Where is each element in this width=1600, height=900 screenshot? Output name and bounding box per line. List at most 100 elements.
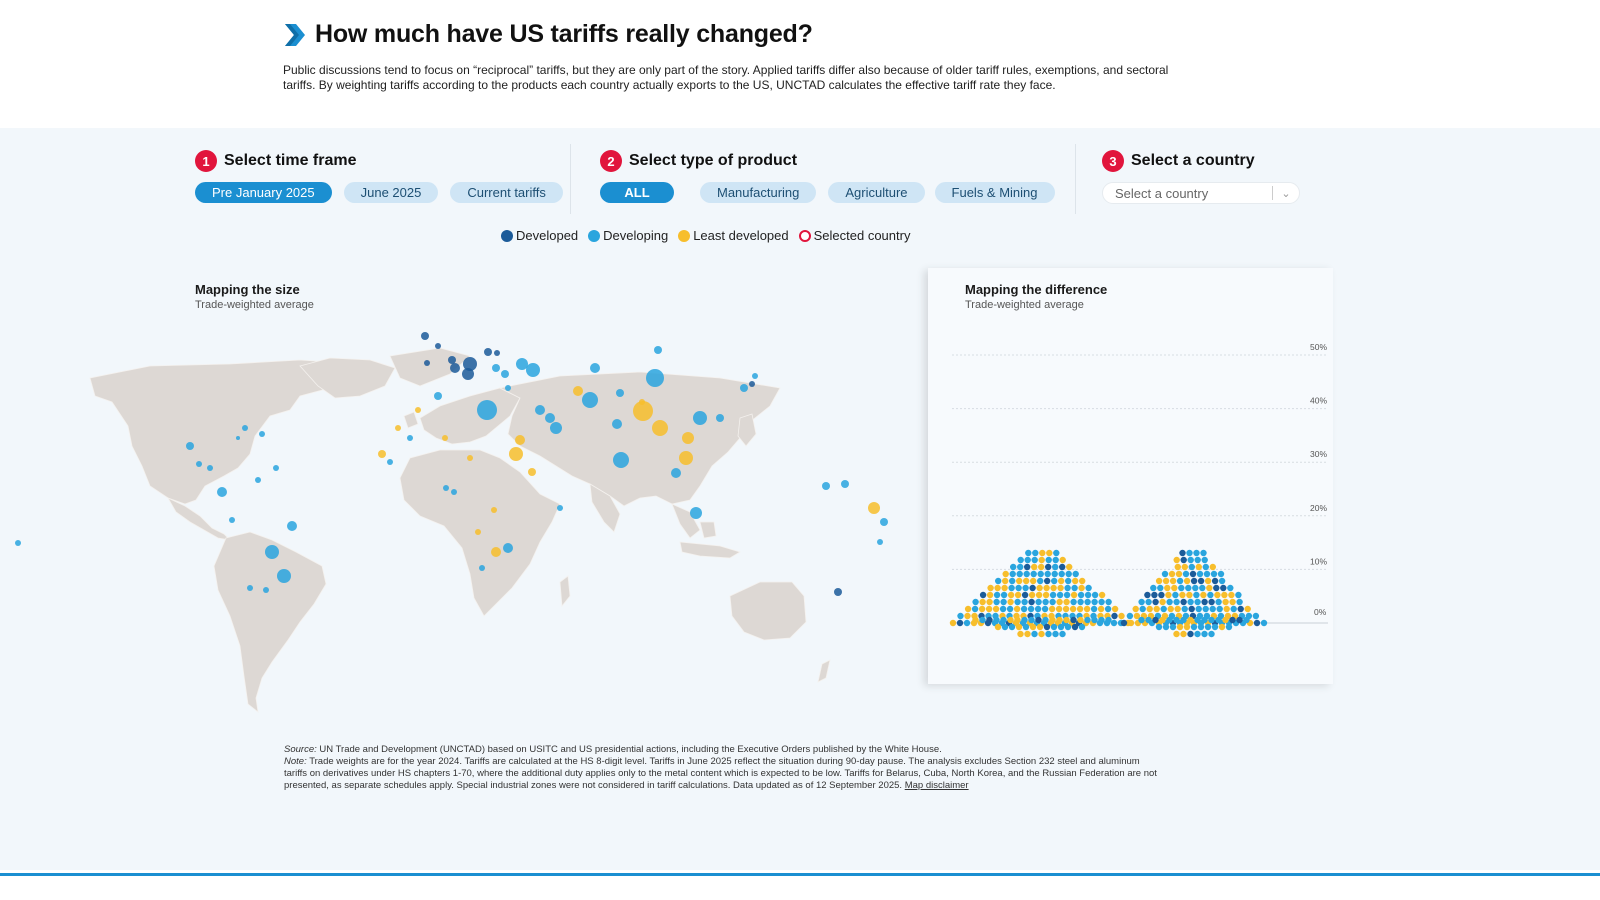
swarm-dot[interactable] [1029, 623, 1037, 631]
country-bubble[interactable] [207, 465, 213, 471]
country-bubble[interactable] [557, 505, 563, 511]
swarm-dot[interactable] [1079, 577, 1086, 585]
swarm-dot[interactable] [1181, 605, 1188, 613]
country-bubble[interactable] [263, 587, 269, 593]
swarm-dot[interactable] [1035, 598, 1042, 606]
swarm-dot[interactable] [1139, 605, 1146, 613]
swarm-dot[interactable] [1002, 570, 1009, 578]
swarm-dot[interactable] [1037, 577, 1044, 585]
product-option-manufacturing[interactable]: Manufacturing [700, 182, 817, 203]
swarm-dot[interactable] [972, 598, 979, 606]
swarm-dot[interactable] [1056, 598, 1063, 606]
world-map[interactable] [0, 326, 920, 866]
swarm-dot[interactable] [1210, 570, 1218, 578]
swarm-dot[interactable] [1182, 570, 1190, 578]
swarm-dot[interactable] [1052, 563, 1059, 571]
swarm-dot[interactable] [1208, 630, 1215, 638]
swarm-dot[interactable] [1046, 549, 1053, 557]
country-bubble[interactable] [229, 517, 235, 523]
swarm-dot[interactable] [1180, 616, 1187, 624]
swarm-dot[interactable] [1058, 577, 1065, 585]
swarm-dot[interactable] [1227, 584, 1234, 592]
swarm-dot[interactable] [1083, 605, 1091, 613]
country-select[interactable]: Select a country ⌄ [1102, 182, 1300, 204]
swarm-dot[interactable] [1063, 598, 1070, 606]
swarm-dot[interactable] [1155, 577, 1163, 585]
swarm-dot[interactable] [1217, 570, 1225, 578]
swarm-dot[interactable] [1127, 619, 1135, 627]
swarm-dot[interactable] [1169, 623, 1177, 631]
swarm-dot[interactable] [1230, 605, 1237, 613]
swarm-dot[interactable] [1152, 616, 1159, 624]
swarm-dot[interactable] [1133, 612, 1141, 620]
country-bubble[interactable] [682, 432, 694, 444]
swarm-dot[interactable] [1207, 591, 1214, 599]
product-option-agriculture[interactable]: Agriculture [828, 182, 925, 203]
swarm-dot[interactable] [1036, 584, 1043, 592]
swarm-dot[interactable] [1194, 598, 1201, 606]
country-bubble[interactable] [463, 357, 477, 371]
swarm-dot[interactable] [964, 605, 972, 613]
swarm-dot[interactable] [1185, 584, 1192, 592]
country-bubble[interactable] [822, 482, 830, 490]
swarm-dot[interactable] [1180, 556, 1187, 564]
swarm-dot[interactable] [1038, 630, 1045, 638]
product-option-all[interactable]: ALL [600, 182, 674, 203]
swarm-dot[interactable] [1072, 577, 1079, 585]
swarm-dot[interactable] [1021, 616, 1028, 624]
swarm-dot[interactable] [1071, 623, 1079, 631]
swarm-dot[interactable] [1228, 591, 1235, 599]
swarm-dot[interactable] [1202, 605, 1209, 613]
swarm-dot[interactable] [1145, 616, 1152, 624]
swarm-dot[interactable] [1203, 570, 1211, 578]
swarm-dot[interactable] [1015, 584, 1022, 592]
swarm-dot[interactable] [963, 619, 971, 627]
swarm-dot[interactable] [986, 591, 994, 599]
swarm-dot[interactable] [1031, 563, 1038, 571]
swarm-dot[interactable] [1017, 563, 1024, 571]
swarm-dot[interactable] [1176, 623, 1184, 631]
country-bubble[interactable] [545, 413, 555, 423]
swarm-dot[interactable] [1173, 598, 1180, 606]
swarm-dot[interactable] [1049, 616, 1056, 624]
country-bubble[interactable] [752, 373, 758, 379]
country-bubble[interactable] [450, 363, 460, 373]
country-bubble[interactable] [15, 540, 21, 546]
swarm-dot[interactable] [1218, 623, 1226, 631]
swarm-dot[interactable] [1037, 570, 1044, 578]
swarm-dot[interactable] [1045, 630, 1052, 638]
swarm-dot[interactable] [986, 616, 993, 624]
swarm-dot[interactable] [1215, 616, 1222, 624]
swarm-dot[interactable] [1028, 591, 1036, 599]
swarm-dot[interactable] [1057, 584, 1064, 592]
swarm-dot[interactable] [1091, 598, 1098, 606]
country-bubble[interactable] [868, 502, 880, 514]
swarm-dot[interactable] [1172, 591, 1179, 599]
country-bubble[interactable] [526, 363, 540, 377]
country-bubble[interactable] [679, 451, 693, 465]
swarm-dot[interactable] [1015, 623, 1023, 631]
swarm-dots[interactable] [949, 549, 1268, 638]
swarm-dot[interactable] [1063, 616, 1070, 624]
swarm-dot[interactable] [1049, 598, 1056, 606]
swarm-dot[interactable] [1152, 598, 1159, 606]
swarm-dot[interactable] [1187, 630, 1194, 638]
swarm-dot[interactable] [1190, 623, 1198, 631]
swarm-dot[interactable] [1034, 605, 1042, 613]
swarm-dot[interactable] [1063, 591, 1071, 599]
country-bubble[interactable] [646, 369, 664, 387]
swarm-dot[interactable] [1017, 630, 1024, 638]
swarm-dot[interactable] [993, 598, 1000, 606]
country-bubble[interactable] [277, 569, 291, 583]
swarm-dot[interactable] [1195, 605, 1202, 613]
country-bubble[interactable] [834, 588, 842, 596]
country-bubble[interactable] [613, 452, 629, 468]
swarm-dot[interactable] [1050, 623, 1058, 631]
swarm-dot[interactable] [1223, 605, 1230, 613]
swarm-dot[interactable] [1196, 570, 1204, 578]
country-bubble[interactable] [448, 356, 456, 364]
swarm-dot[interactable] [1105, 616, 1112, 624]
swarm-dot[interactable] [1126, 612, 1134, 620]
country-bubble[interactable] [434, 392, 442, 400]
swarm-dot[interactable] [1162, 623, 1170, 631]
